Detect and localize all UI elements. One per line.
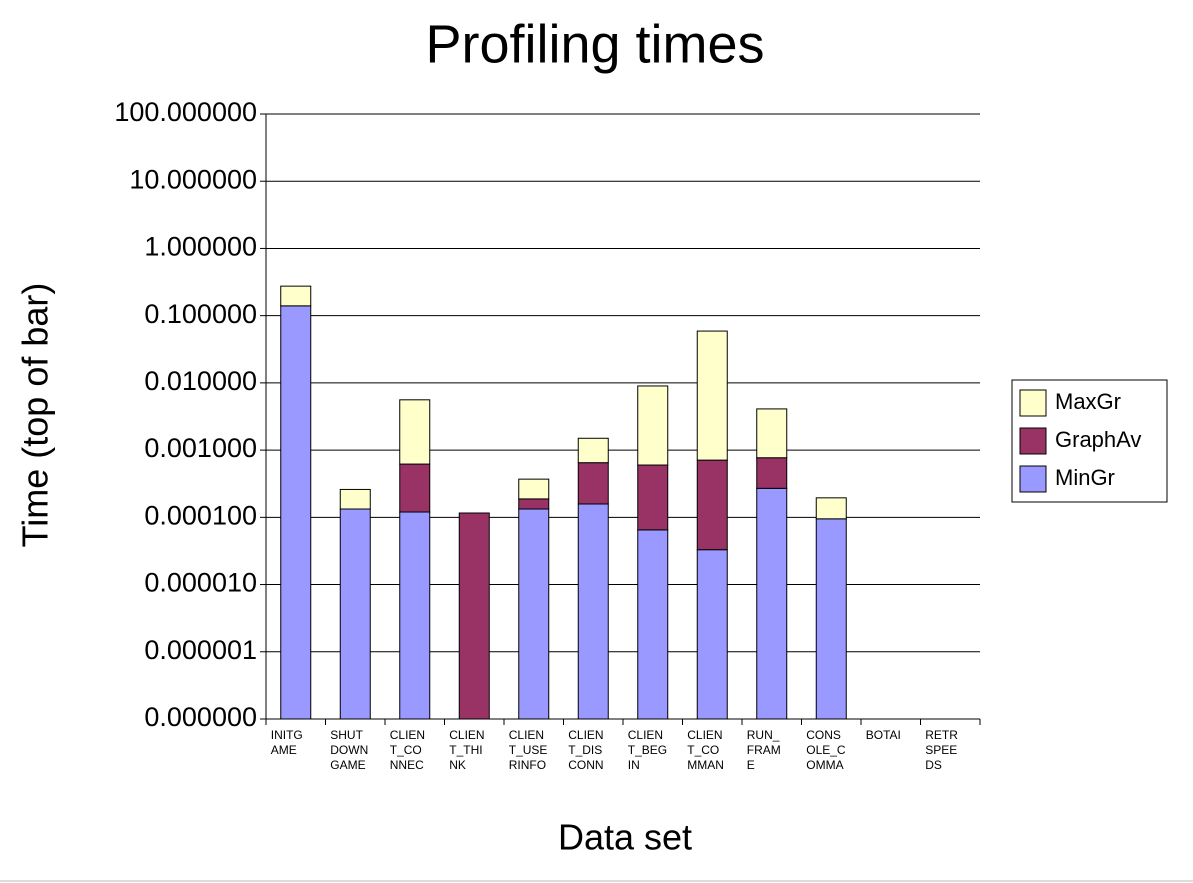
bar-segment — [815, 518, 847, 720]
x-tick-label: CLIEN — [628, 728, 663, 742]
bar-segment — [756, 487, 788, 720]
legend-swatch — [1019, 427, 1047, 455]
bar-segment — [339, 508, 371, 720]
bar-segment — [577, 503, 609, 720]
x-tick-label: E — [747, 758, 755, 772]
y-tick-label: 1.000000 — [144, 232, 257, 262]
y-tick-label: 100.000000 — [114, 97, 257, 127]
y-axis-label: Time (top of bar) — [15, 283, 56, 548]
bar-segment — [518, 498, 550, 510]
x-tick-label: RETR — [925, 728, 958, 742]
bar-segment — [399, 399, 431, 465]
x-tick-label: AME — [271, 743, 297, 757]
bar-segment — [637, 385, 669, 466]
x-tick-label: CLIEN — [390, 728, 425, 742]
x-tick-label: OLE_C — [806, 743, 846, 757]
bar-segment — [815, 497, 847, 520]
x-tick-label: RUN_ — [747, 728, 780, 742]
x-tick-label: T_CO — [687, 743, 719, 757]
bar-segment — [577, 462, 609, 505]
x-tick-label: CONS — [806, 728, 841, 742]
bar-segment — [577, 437, 609, 464]
x-tick-label: CLIEN — [568, 728, 603, 742]
x-tick-label: CLIEN — [687, 728, 722, 742]
chart-title: Profiling times — [425, 14, 764, 74]
bar-segment — [399, 463, 431, 513]
y-tick-label: 0.000001 — [144, 635, 257, 665]
x-tick-label: RINFO — [509, 758, 546, 772]
legend-swatch — [1019, 465, 1047, 493]
legend-label: MinGr — [1055, 465, 1115, 490]
bar-segment — [696, 459, 728, 551]
bar-segment — [280, 305, 312, 720]
x-tick-label: OMMA — [806, 758, 843, 772]
bar-segment — [458, 512, 490, 720]
bar-segment — [280, 285, 312, 307]
x-tick-label: NK — [449, 758, 466, 772]
y-tick-label: 0.000100 — [144, 500, 257, 530]
y-tick-label: 0.010000 — [144, 366, 257, 396]
x-tick-label: T_CO — [390, 743, 422, 757]
x-tick-label: BOTAI — [866, 728, 901, 742]
y-tick-label: 0.000000 — [144, 702, 257, 732]
x-axis-label: Data set — [558, 817, 692, 858]
legend-label: MaxGr — [1055, 389, 1121, 414]
x-tick-label: CLIEN — [509, 728, 544, 742]
x-tick-label: NNEC — [390, 758, 424, 772]
bar-segment — [637, 464, 669, 531]
bar-segment — [756, 457, 788, 489]
bar-segment — [756, 408, 788, 459]
y-tick-label: 10.000000 — [129, 164, 257, 194]
legend-label: GraphAv — [1055, 427, 1141, 452]
x-tick-label: GAME — [330, 758, 365, 772]
bar-segment — [696, 549, 728, 720]
x-tick-label: T_DIS — [568, 743, 602, 757]
x-tick-label: CLIEN — [449, 728, 484, 742]
x-tick-label: T_BEG — [628, 743, 667, 757]
x-tick-label: SPEE — [925, 743, 957, 757]
y-tick-label: 0.001000 — [144, 433, 257, 463]
bar-segment — [696, 330, 728, 461]
x-tick-label: T_USE — [509, 743, 548, 757]
x-tick-label: DS — [925, 758, 942, 772]
x-tick-label: IN — [628, 758, 640, 772]
y-tick-label: 0.100000 — [144, 299, 257, 329]
x-tick-label: CONN — [568, 758, 603, 772]
x-tick-label: FRAM — [747, 743, 781, 757]
bar-segment — [637, 529, 669, 720]
x-tick-label: SHUT — [330, 728, 363, 742]
bar-segment — [339, 488, 371, 510]
x-tick-label: DOWN — [330, 743, 368, 757]
bar-segment — [518, 508, 550, 720]
x-tick-label: INITG — [271, 728, 303, 742]
legend-swatch — [1019, 389, 1047, 417]
bar-segment — [518, 478, 550, 500]
y-tick-label: 0.000010 — [144, 568, 257, 598]
bar-segment — [399, 511, 431, 720]
x-tick-label: T_THI — [449, 743, 482, 757]
x-tick-label: MMAN — [687, 758, 724, 772]
